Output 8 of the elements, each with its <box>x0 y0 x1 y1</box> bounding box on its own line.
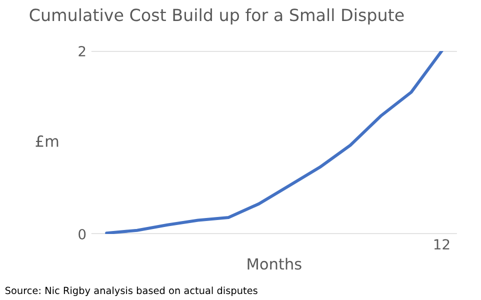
chart-title: Cumulative Cost Build up for a Small Dispute <box>30 8 404 24</box>
source-note: Source: Nic Rigby analysis based on actual disputes <box>5 286 258 296</box>
line-series <box>105 51 444 234</box>
x-axis-title: Months <box>248 258 302 270</box>
x-tick-label: 12 <box>434 239 450 250</box>
y-axis-title: £m <box>36 135 58 147</box>
y-tick-label: 0 <box>78 228 86 240</box>
y-tick-label: 2 <box>78 46 86 56</box>
